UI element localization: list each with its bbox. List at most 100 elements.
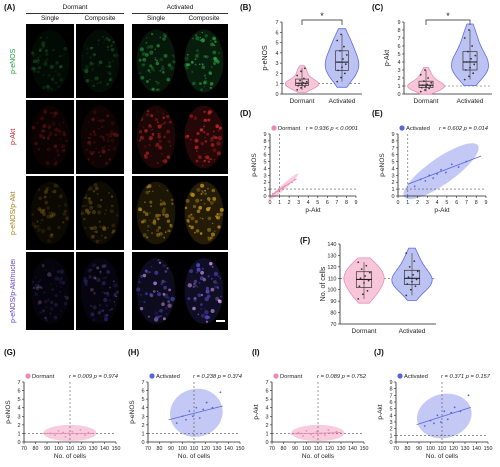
stats-annotation: r = 0.602 p = 0.014	[439, 126, 488, 132]
data-point	[364, 275, 367, 277]
y-tick-label: 8	[389, 387, 392, 393]
data-point	[198, 417, 201, 419]
data-point	[366, 289, 369, 292]
x-tick-label: 130	[213, 446, 222, 452]
x-axis-label: p-Akt	[434, 207, 449, 214]
y-tick-label: 5	[141, 397, 144, 403]
y-tick-label: 6	[389, 400, 392, 406]
data-point	[413, 185, 416, 188]
data-point	[368, 271, 371, 274]
stats-annotation: r = 0.936 p < 0.0001	[306, 126, 358, 132]
y-tick-label: 5	[17, 397, 20, 403]
x-tick-label: 5	[316, 200, 319, 206]
x-tick-label: 130	[337, 446, 346, 452]
micrograph-tile	[132, 100, 180, 174]
y-tick-label: 4	[17, 406, 20, 412]
y-tick-label: 4	[275, 51, 278, 57]
data-point	[424, 69, 426, 71]
data-point	[406, 283, 409, 285]
row-label-merge: p-eNOS/p-Akt	[10, 191, 17, 235]
legend-marker	[399, 125, 405, 131]
data-point	[49, 432, 52, 435]
micrograph-tile	[132, 24, 180, 98]
data-point	[423, 425, 426, 427]
data-point	[464, 69, 467, 71]
data-point	[467, 394, 470, 397]
chart-c: 0 1 2 3 4 5 6 7 8 9 p-Akt Dormant Activated *	[384, 11, 492, 105]
x-axis-label: No. of cells	[178, 453, 211, 460]
x-tick-label: 80	[33, 446, 39, 452]
y-tick-label: 8	[263, 139, 266, 145]
y-tick-label: 4	[263, 166, 266, 172]
x-tick-label: 130	[461, 446, 470, 452]
micrograph-tile	[180, 24, 228, 98]
data-point	[297, 84, 300, 87]
y-axis-label: p-Akt	[253, 404, 260, 419]
data-point	[298, 82, 301, 85]
significance-marker: *	[320, 11, 324, 21]
data-point	[175, 422, 178, 425]
y-tick-label: 0	[263, 194, 266, 200]
data-point	[303, 85, 306, 88]
data-point	[202, 408, 205, 411]
legend-label: Activated	[404, 374, 428, 380]
y-tick-label: 110	[328, 276, 337, 282]
data-point	[302, 435, 304, 437]
panel-label-a: (A)	[4, 3, 16, 12]
data-point	[185, 418, 187, 421]
row-label-peNOS: p-eNOS	[10, 48, 17, 74]
legend-label: Activated	[406, 126, 430, 132]
x-tick-label: 150	[236, 446, 245, 452]
data-point	[465, 160, 468, 163]
data-point	[296, 74, 299, 77]
data-point	[211, 406, 214, 409]
panel-label-h: (H)	[128, 348, 140, 357]
data-point	[342, 58, 344, 60]
x-tick-label: Dormant	[414, 98, 439, 105]
data-point	[440, 168, 442, 171]
x-tick-label: 90	[292, 446, 298, 452]
data-point	[450, 411, 453, 414]
x-tick-label: 4	[436, 200, 439, 206]
x-tick-label: 6	[455, 200, 458, 206]
data-point	[343, 45, 345, 48]
y-tick-label: 7	[397, 36, 400, 42]
data-point	[302, 81, 304, 84]
x-tick-label: Dormant	[290, 98, 315, 105]
data-point	[419, 90, 422, 93]
data-point	[297, 431, 300, 434]
y-axis-label: p-eNOS	[379, 153, 386, 177]
data-point	[412, 273, 415, 276]
x-tick-label: 4	[307, 200, 310, 206]
x-tick-label: 140	[348, 446, 357, 452]
y-tick-label: 3	[275, 61, 278, 67]
data-point	[296, 88, 299, 91]
data-point	[415, 278, 418, 281]
x-tick-label: 8	[475, 200, 478, 206]
y-tick-label: 8	[391, 139, 394, 145]
x-tick-label: 130	[89, 446, 98, 452]
y-tick-label: 4	[391, 166, 394, 172]
x-tick-label: 120	[77, 446, 86, 452]
data-point	[468, 75, 470, 78]
data-point	[293, 178, 296, 181]
x-tick-label: 150	[484, 446, 493, 452]
panel-label-c: (C)	[372, 3, 384, 12]
data-point	[337, 69, 340, 72]
chart-b: 0 1 2 3 4 5 6 7 p-eNOS Dormant Activated *	[262, 11, 362, 105]
y-tick-label: 1	[275, 82, 278, 88]
y-tick-label: 5	[265, 397, 268, 403]
x-tick-label: 7	[335, 200, 338, 206]
chart-f: 70 80 90 100 110 120 130 140 No. of cells Dormant…	[320, 242, 436, 335]
row-label-merge-nuclei: p-eNOS/p-Akt/nuclei	[10, 259, 17, 323]
y-axis-label: p-eNOS	[129, 400, 136, 424]
panel-label-j: (J)	[374, 348, 384, 357]
y-tick-label: 6	[397, 44, 400, 50]
data-point	[273, 192, 276, 195]
data-point	[439, 421, 442, 423]
data-point	[87, 431, 90, 434]
y-tick-label: 0	[265, 440, 268, 446]
y-tick-label: 0	[391, 194, 394, 200]
y-tick-label: 0	[17, 440, 20, 446]
